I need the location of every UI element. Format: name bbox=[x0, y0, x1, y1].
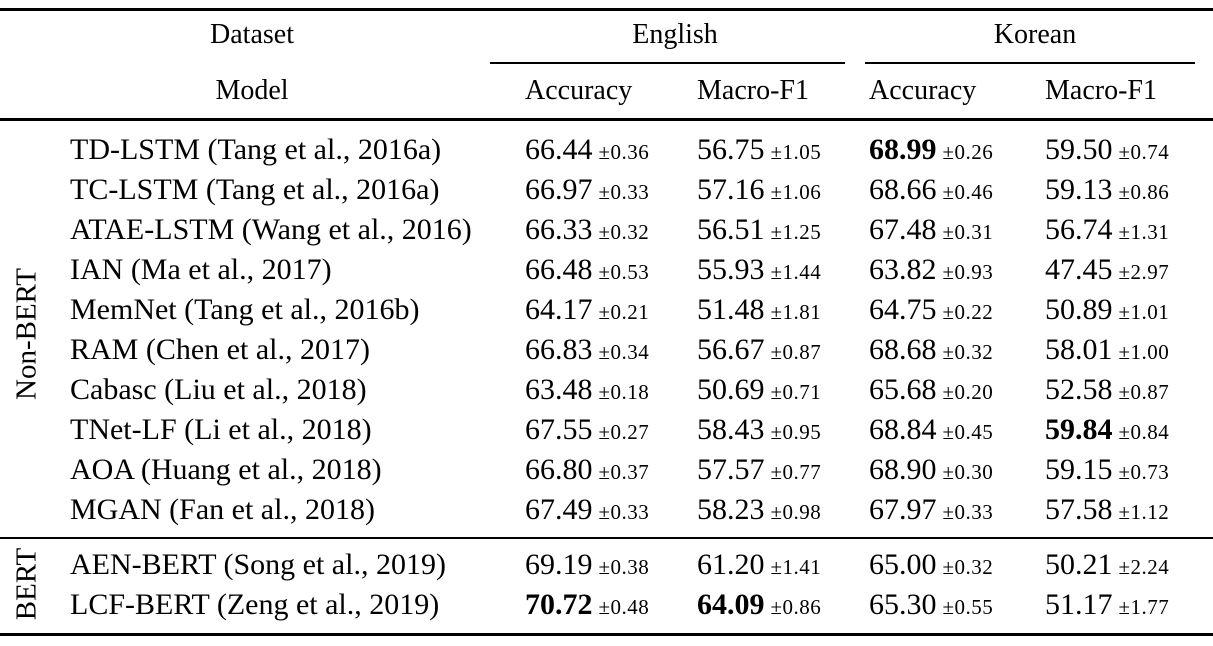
table-row: IAN (Ma et al., 2017) 66.48 ±0.53 55.93 ±1… bbox=[0, 250, 1213, 290]
header-row-metrics: Model Accuracy Macro-F1 Accuracy Macro-F… bbox=[0, 72, 1213, 110]
section-rule bbox=[0, 537, 1213, 539]
model-cell: AOA (Huang et al., 2018) bbox=[70, 453, 382, 486]
value-cell: 65.00 ±0.32 bbox=[869, 548, 994, 581]
header-row-groups: Dataset English Korean bbox=[0, 16, 1213, 54]
value-cell: 68.90 ±0.30 bbox=[869, 453, 994, 486]
model-cell: TNet-LF (Li et al., 2018) bbox=[70, 413, 372, 446]
top-rule bbox=[0, 8, 1213, 11]
english-accuracy-header: Accuracy bbox=[525, 75, 633, 106]
header-rule bbox=[0, 118, 1213, 121]
table-row: TC-LSTM (Tang et al., 2016a) 66.97 ±0.33 … bbox=[0, 170, 1213, 210]
value-cell: 65.68 ±0.20 bbox=[869, 373, 994, 406]
value-cell: 58.01 ±1.00 bbox=[1045, 333, 1170, 366]
value-cell: 68.84 ±0.45 bbox=[869, 413, 994, 446]
value-cell: 66.97 ±0.33 bbox=[525, 173, 650, 206]
value-cell: 63.82 ±0.93 bbox=[869, 253, 994, 286]
value-cell: 55.93 ±1.44 bbox=[697, 253, 822, 286]
value-cell: 65.30 ±0.55 bbox=[869, 588, 994, 621]
value-cell: 63.48 ±0.18 bbox=[525, 373, 650, 406]
bottom-rule bbox=[0, 633, 1213, 636]
value-cell: 56.74 ±1.31 bbox=[1045, 213, 1170, 246]
table-row: AEN-BERT (Song et al., 2019) 69.19 ±0.38 … bbox=[0, 545, 1213, 585]
value-cell: 64.09 ±0.86 bbox=[697, 588, 822, 621]
model-cell: Cabasc (Liu et al., 2018) bbox=[70, 373, 367, 406]
model-cell: ATAE-LSTM (Wang et al., 2016) bbox=[70, 213, 472, 246]
value-cell: 57.57 ±0.77 bbox=[697, 453, 822, 486]
value-cell: 57.58 ±1.12 bbox=[1045, 493, 1170, 526]
model-header: Model bbox=[215, 75, 289, 106]
value-cell: 56.51 ±1.25 bbox=[697, 213, 822, 246]
table-row: LCF-BERT (Zeng et al., 2019) 70.72 ±0.48 … bbox=[0, 585, 1213, 625]
value-cell: 64.17 ±0.21 bbox=[525, 293, 650, 326]
value-cell: 67.49 ±0.33 bbox=[525, 493, 650, 526]
korean-macrof1-header: Macro-F1 bbox=[1045, 75, 1157, 106]
korean-accuracy-header: Accuracy bbox=[869, 75, 977, 106]
value-cell: 52.58 ±0.87 bbox=[1045, 373, 1170, 406]
value-cell: 67.48 ±0.31 bbox=[869, 213, 994, 246]
value-cell: 50.21 ±2.24 bbox=[1045, 548, 1170, 581]
value-cell: 66.33 ±0.32 bbox=[525, 213, 650, 246]
value-cell: 64.75 ±0.22 bbox=[869, 293, 994, 326]
value-cell: 61.20 ±1.41 bbox=[697, 548, 822, 581]
value-cell: 66.80 ±0.37 bbox=[525, 453, 650, 486]
value-cell: 47.45 ±2.97 bbox=[1045, 253, 1170, 286]
korean-group-header: Korean bbox=[993, 19, 1077, 50]
dataset-header: Dataset bbox=[210, 19, 294, 50]
table-row: MGAN (Fan et al., 2018) 67.49 ±0.33 58.23… bbox=[0, 490, 1213, 530]
model-cell: TC-LSTM (Tang et al., 2016a) bbox=[70, 173, 440, 206]
model-cell: TD-LSTM (Tang et al., 2016a) bbox=[70, 133, 442, 166]
value-cell: 70.72 ±0.48 bbox=[525, 588, 650, 621]
value-cell: 50.69 ±0.71 bbox=[697, 373, 822, 406]
table-row: MemNet (Tang et al., 2016b) 64.17 ±0.21 5… bbox=[0, 290, 1213, 330]
value-cell: 66.48 ±0.53 bbox=[525, 253, 650, 286]
model-cell: MemNet (Tang et al., 2016b) bbox=[70, 293, 420, 326]
model-cell: IAN (Ma et al., 2017) bbox=[70, 253, 332, 286]
table-row: Cabasc (Liu et al., 2018) 63.48 ±0.18 50.… bbox=[0, 370, 1213, 410]
value-cell: 59.50 ±0.74 bbox=[1045, 133, 1170, 166]
value-cell: 66.44 ±0.36 bbox=[525, 133, 650, 166]
model-cell: AEN-BERT (Song et al., 2019) bbox=[70, 548, 446, 581]
value-cell: 56.75 ±1.05 bbox=[697, 133, 822, 166]
value-cell: 51.17 ±1.77 bbox=[1045, 588, 1170, 621]
table-row: TNet-LF (Li et al., 2018) 67.55 ±0.27 58.… bbox=[0, 410, 1213, 450]
value-cell: 58.23 ±0.98 bbox=[697, 493, 822, 526]
value-cell: 51.48 ±1.81 bbox=[697, 293, 822, 326]
english-macrof1-header: Macro-F1 bbox=[697, 75, 809, 106]
model-cell: RAM (Chen et al., 2017) bbox=[70, 333, 370, 366]
value-cell: 57.16 ±1.06 bbox=[697, 173, 822, 206]
table-row: ATAE-LSTM (Wang et al., 2016) 66.33 ±0.32… bbox=[0, 210, 1213, 250]
value-cell: 66.83 ±0.34 bbox=[525, 333, 650, 366]
value-cell: 59.13 ±0.86 bbox=[1045, 173, 1170, 206]
table-row: TD-LSTM (Tang et al., 2016a) 66.44 ±0.36 … bbox=[0, 130, 1213, 170]
value-cell: 69.19 ±0.38 bbox=[525, 548, 650, 581]
value-cell: 59.15 ±0.73 bbox=[1045, 453, 1170, 486]
value-cell: 68.66 ±0.46 bbox=[869, 173, 994, 206]
english-group-header: English bbox=[632, 19, 718, 50]
value-cell: 59.84 ±0.84 bbox=[1045, 413, 1170, 446]
model-cell: LCF-BERT (Zeng et al., 2019) bbox=[70, 588, 440, 621]
table-row: AOA (Huang et al., 2018) 66.80 ±0.37 57.5… bbox=[0, 450, 1213, 490]
table-row: RAM (Chen et al., 2017) 66.83 ±0.34 56.67… bbox=[0, 330, 1213, 370]
value-cell: 68.99 ±0.26 bbox=[869, 133, 994, 166]
value-cell: 67.55 ±0.27 bbox=[525, 413, 650, 446]
value-cell: 58.43 ±0.95 bbox=[697, 413, 822, 446]
value-cell: 68.68 ±0.32 bbox=[869, 333, 994, 366]
model-cell: MGAN (Fan et al., 2018) bbox=[70, 493, 375, 526]
value-cell: 56.67 ±0.87 bbox=[697, 333, 822, 366]
value-cell: 50.89 ±1.01 bbox=[1045, 293, 1170, 326]
english-cmidrule bbox=[490, 62, 845, 64]
value-cell: 67.97 ±0.33 bbox=[869, 493, 994, 526]
korean-cmidrule bbox=[865, 62, 1195, 64]
